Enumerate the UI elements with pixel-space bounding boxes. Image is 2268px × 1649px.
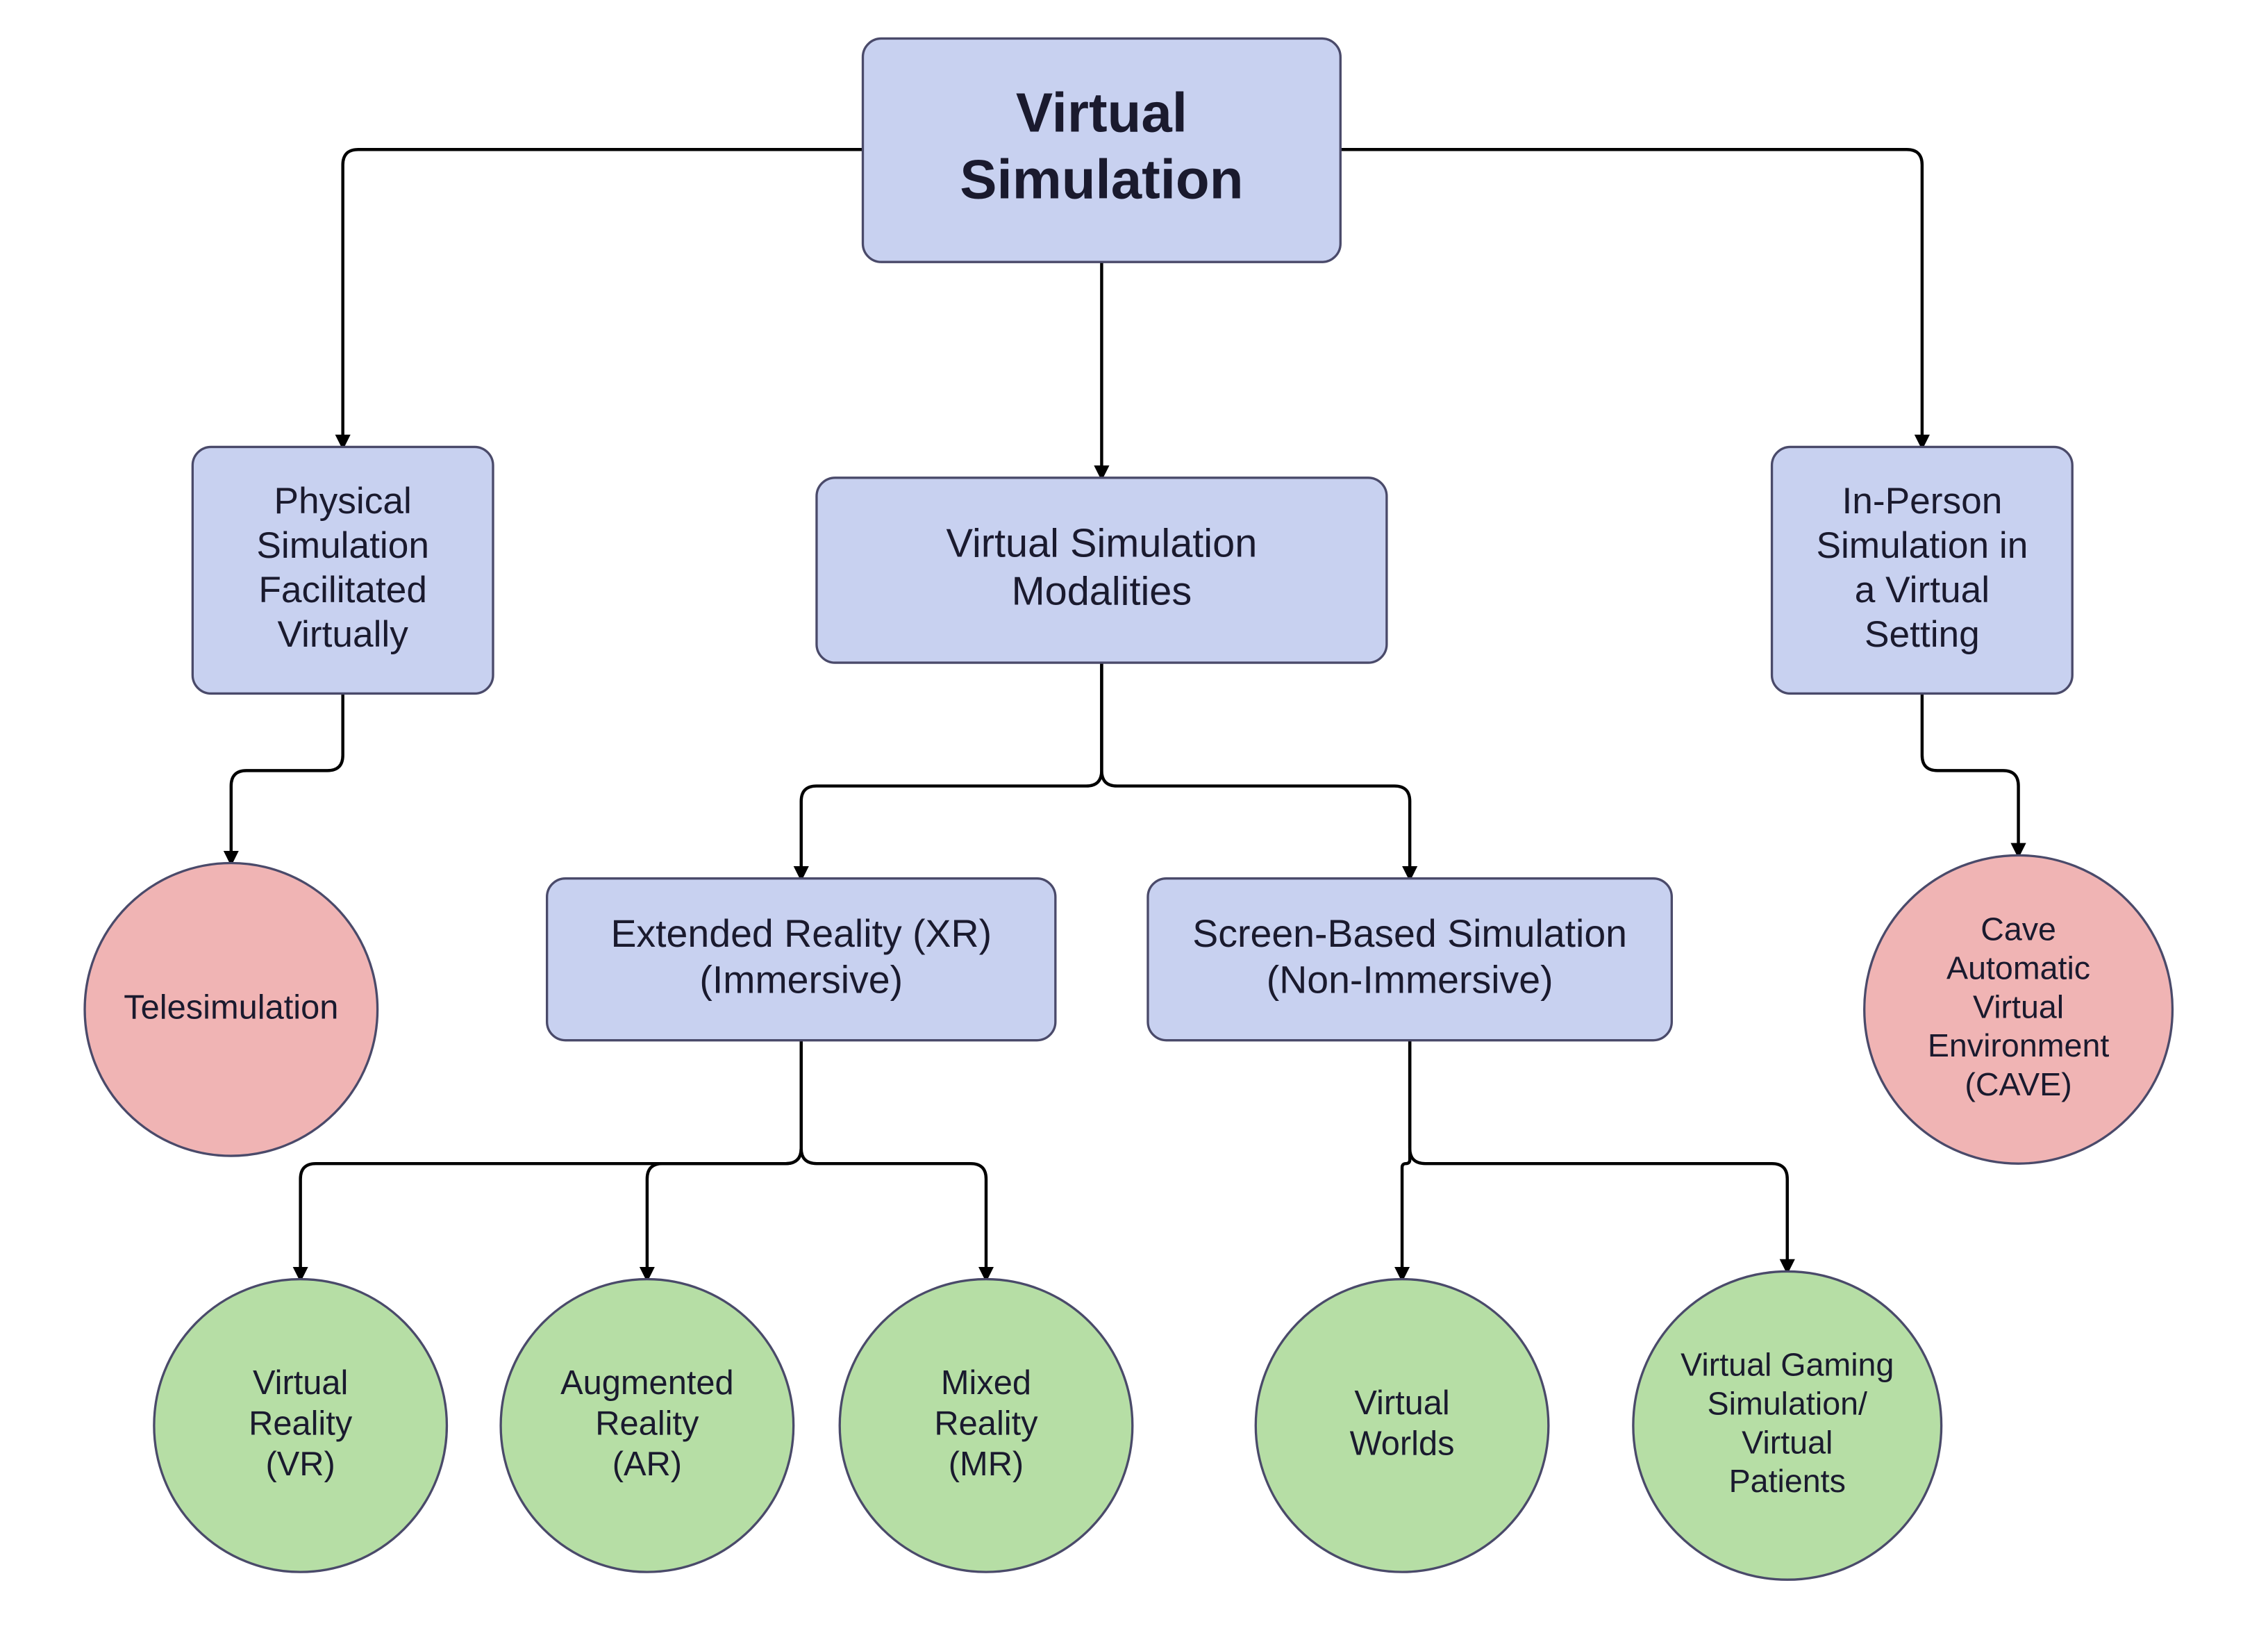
node-ar: AugmentedReality(AR) bbox=[501, 1279, 794, 1573]
edge bbox=[301, 1041, 801, 1279]
node-cave: CaveAutomaticVirtualEnvironment(CAVE) bbox=[1865, 855, 2173, 1163]
edge bbox=[801, 1041, 986, 1279]
edge bbox=[343, 149, 863, 447]
node-mr: MixedReality(MR) bbox=[840, 1279, 1133, 1573]
node-modalities: Virtual SimulationModalities bbox=[817, 478, 1387, 663]
node-screen: Screen-Based Simulation(Non-Immersive) bbox=[1148, 879, 1671, 1041]
edge bbox=[1410, 1041, 1787, 1272]
node-xr: Extended Reality (XR)(Immersive) bbox=[547, 879, 1056, 1041]
nodes-layer: VirtualSimulation PhysicalSimulationFacil… bbox=[85, 38, 2172, 1580]
edge bbox=[1922, 693, 2019, 855]
edge bbox=[647, 1041, 801, 1279]
edge bbox=[1340, 149, 1922, 447]
node-gaming: Virtual GamingSimulation/VirtualPatients bbox=[1633, 1271, 1942, 1580]
node-inperson: In-PersonSimulation ina VirtualSetting bbox=[1772, 447, 2073, 693]
node-tele: Telesimulation bbox=[85, 863, 378, 1157]
node-vr: VirtualReality(VR) bbox=[154, 1279, 447, 1573]
edge bbox=[1101, 663, 1410, 879]
node-label: MixedReality(MR) bbox=[934, 1364, 1038, 1483]
node-phys: PhysicalSimulationFacilitatedVirtually bbox=[192, 447, 493, 693]
edges-layer bbox=[231, 149, 2019, 1279]
edge bbox=[231, 693, 343, 863]
edge bbox=[801, 663, 1102, 879]
node-worlds: VirtualWorlds bbox=[1256, 1279, 1549, 1573]
node-root: VirtualSimulation bbox=[863, 38, 1341, 262]
virtual-simulation-diagram: VirtualSimulation PhysicalSimulationFacil… bbox=[0, 0, 2268, 1649]
node-label: Telesimulation bbox=[124, 988, 338, 1026]
